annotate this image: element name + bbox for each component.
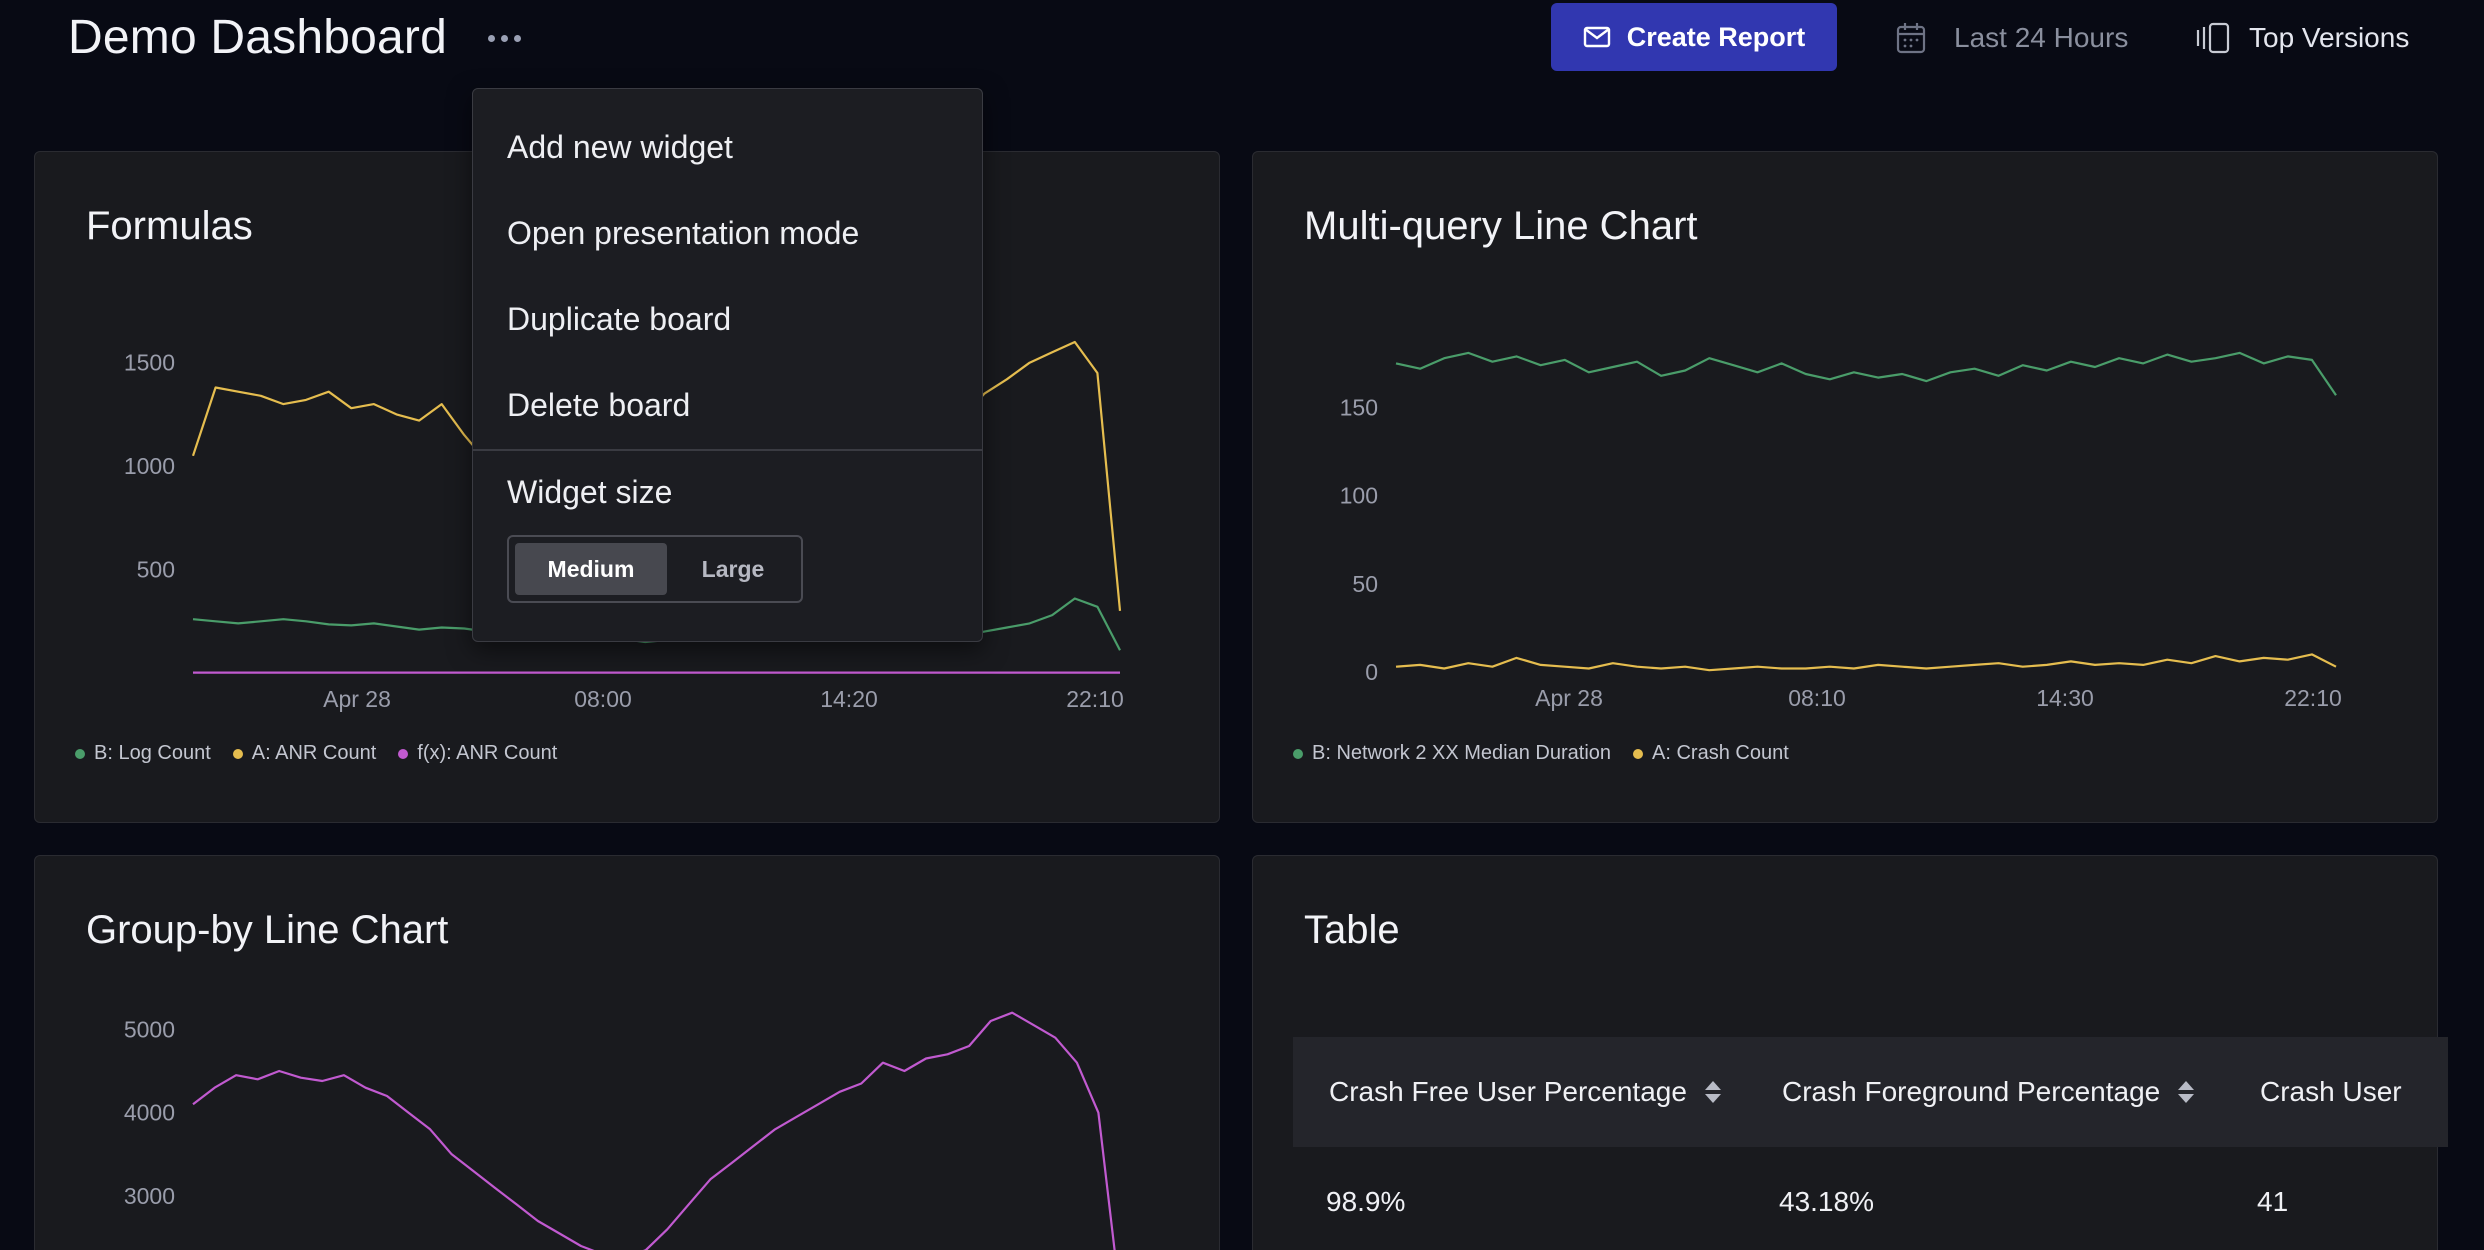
legend-label: B: Network 2 XX Median Duration [1312,742,1612,764]
legend-label: A: ANR Count [251,742,377,764]
menu-item-presentation-mode[interactable]: Open presentation mode [507,215,860,251]
y-tick-label: 100 [1340,483,1378,509]
column-header-crash-user[interactable]: Crash User [2260,1037,2448,1147]
y-tick-label: 4000 [124,1100,175,1126]
legend-item: B: Network 2 XX Median Duration [1293,742,1611,765]
date-range-label: Last 24 Hours [1954,22,2129,53]
size-option-large[interactable]: Large [701,555,765,582]
column-header-label: Crash Free User Percentage [1329,1076,1687,1107]
x-tick-label: Apr 28 [1535,685,1603,711]
table-cell: 41 [2257,1186,2289,1217]
page-title: Demo Dashboard [68,11,447,64]
legend-item: B: Log Count [75,742,211,765]
date-range-picker[interactable]: Last 24 Hours [1896,18,2128,58]
widget-title: Formulas [86,204,253,248]
legend-dot [1293,748,1303,759]
x-tick-label: 08:10 [1788,685,1846,711]
x-tick-label: 14:20 [820,686,878,712]
y-tick-label: 0 [1365,659,1378,685]
x-tick-label: 22:10 [2284,685,2342,711]
versions-picker[interactable]: Top Versions [2195,18,2409,58]
menu-item-duplicate-board[interactable]: Duplicate board [507,301,732,337]
x-tick-label: 22:10 [1066,686,1124,712]
y-tick-label: 3000 [124,1183,175,1209]
legend-dot [75,748,85,759]
legend-item: A: Crash Count [1633,742,1789,765]
legend-dot [398,748,409,759]
legend-dot [232,748,243,759]
legend-item: A: ANR Count [232,742,377,765]
legend-label: f(x): ANR Count [417,742,558,764]
legend-item: f(x): ANR Count [398,742,557,765]
column-header-label: Crash User [2260,1076,2402,1107]
legend-dot [1633,748,1644,759]
table-header-row: Crash Free User Percentage Crash Foregro… [1293,1037,2448,1147]
menu-item-add-widget[interactable]: Add new widget [507,129,733,165]
menu-divider [473,449,982,451]
series-line [1395,653,2337,672]
y-tick-label: 1000 [124,453,175,479]
widget-title: Group-by Line Chart [86,908,449,952]
create-report-button[interactable]: Create Report [1551,3,1837,71]
widget-title: Multi-query Line Chart [1304,204,1698,248]
calendar-icon [1896,23,1926,54]
widget-size-label: Widget size [507,474,673,510]
more-dot [487,34,495,42]
multi-query-widget: Multi-query Line Chart 150 100 50 0 Apr 28 08… [1252,151,2438,823]
size-option-medium[interactable]: Medium [515,543,667,595]
board-options-menu: Add new widget Open presentation mode Du… [472,88,983,642]
table-cell: 98.9% [1326,1186,1406,1217]
x-tick-label: Apr 28 [323,686,391,712]
column-header-label: Crash Foreground Percentage [1782,1076,2161,1107]
more-dot [513,34,521,42]
x-tick-label: 08:00 [574,686,632,712]
table-cell: 43.18% [1779,1186,1874,1217]
more-dot [500,34,508,42]
versions-label: Top Versions [2249,22,2410,53]
group-by-chart: 5000 4000 3000 [124,1011,1116,1250]
multi-query-chart: 150 100 50 0 Apr 28 08:10 14:30 22:10 [1340,351,2342,711]
header-bar: Demo Dashboard Create Report Last 24 Hou… [0,0,2484,80]
y-tick-label: 50 [1352,571,1378,597]
legend-label: B: Log Count [94,742,211,764]
legend-label: A: Crash Count [1652,742,1789,764]
series-line [192,1011,1116,1250]
create-report-label: Create Report [1626,21,1806,52]
formulas-legend: B: Log Count A: ANR Count f(x): ANR Coun… [75,742,557,765]
y-tick-label: 5000 [124,1016,175,1042]
sort-icon[interactable] [2178,1081,2195,1103]
widget-title: Table [1304,908,1400,952]
sort-icon[interactable] [1704,1081,1721,1103]
series-line [1395,351,2337,396]
column-header-crash-foreground[interactable]: Crash Foreground Percentage [1782,1037,2195,1147]
y-tick-label: 1500 [124,350,175,376]
y-tick-label: 500 [137,557,175,583]
widget-size-toggle: Medium Large [507,535,803,603]
envelope-icon [1583,26,1610,48]
more-options-button[interactable] [482,18,526,58]
menu-item-delete-board[interactable]: Delete board [507,387,691,423]
group-by-widget: Group-by Line Chart 5000 4000 3000 [34,855,1220,1250]
multi-query-legend: B: Network 2 XX Median Duration A: Crash… [1293,742,1789,765]
y-tick-label: 150 [1340,395,1378,421]
device-versions-icon [2196,22,2230,54]
column-header-crash-free-user[interactable]: Crash Free User Percentage [1329,1037,1721,1147]
x-tick-label: 14:30 [2036,685,2094,711]
